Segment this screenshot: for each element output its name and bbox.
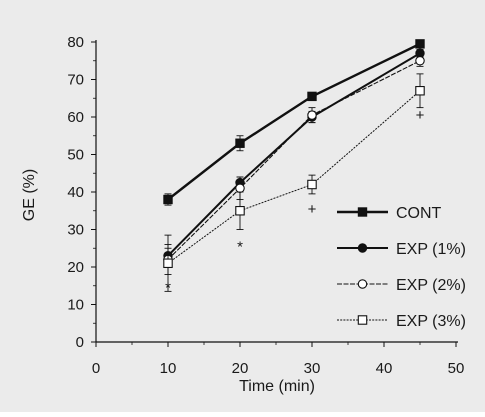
x-axis-title: Time (min) xyxy=(239,378,315,395)
data-point xyxy=(235,138,245,148)
x-tick-label: 30 xyxy=(304,360,321,377)
data-point xyxy=(163,194,173,205)
significance-mark: + xyxy=(416,107,425,124)
y-tick-label: 50 xyxy=(67,147,84,164)
data-point xyxy=(415,39,425,49)
legend-label: EXP (2%) xyxy=(396,277,466,294)
legend-label: EXP (3%) xyxy=(396,313,466,330)
data-point xyxy=(163,258,173,268)
y-axis-title: GE (%) xyxy=(21,169,38,221)
significance-mark: + xyxy=(308,201,317,218)
data-point xyxy=(307,179,317,190)
legend-item: EXP (2%) xyxy=(337,277,466,294)
legend-marker xyxy=(357,315,368,325)
series-exp-3 xyxy=(163,73,425,292)
y-tick-label: 0 xyxy=(76,334,84,351)
data-point xyxy=(235,206,245,216)
series-line xyxy=(167,60,421,260)
data-point xyxy=(307,110,317,120)
y-tick-label: 30 xyxy=(67,222,84,239)
significance-mark: * xyxy=(237,238,243,255)
data-point xyxy=(415,55,425,66)
series-line xyxy=(167,42,421,201)
legend-item: EXP (1%) xyxy=(337,241,466,258)
legend: CONT EXP (1%) EXP (2%) EXP (3%) xyxy=(337,205,466,330)
axes: 0 10 20 30 40 50 60 70 80 0 10 20 30 40 50 xyxy=(67,34,464,377)
legend-label: CONT xyxy=(396,205,442,222)
series-group xyxy=(163,39,425,292)
y-tick-label: 80 xyxy=(67,34,84,51)
x-tick-label: 0 xyxy=(92,360,100,377)
legend-marker xyxy=(357,243,368,253)
y-tick-label: 20 xyxy=(67,259,84,276)
legend-item: EXP (3%) xyxy=(337,313,466,330)
x-tick-label: 40 xyxy=(376,360,393,377)
x-tick-label: 20 xyxy=(232,360,249,377)
y-tick-label: 60 xyxy=(67,109,84,126)
y-tick-label: 40 xyxy=(67,184,84,201)
significance-mark: * xyxy=(165,280,171,297)
legend-item: CONT xyxy=(337,205,442,222)
series-line xyxy=(167,52,421,257)
annotations-group: * * + + xyxy=(165,107,425,297)
y-tick-label: 70 xyxy=(67,72,84,89)
y-tick-label: 10 xyxy=(67,297,84,314)
data-point xyxy=(307,91,317,102)
data-point xyxy=(415,86,425,96)
legend-label: EXP (1%) xyxy=(396,241,466,258)
legend-marker xyxy=(357,207,368,217)
series-line xyxy=(167,90,421,264)
legend-marker xyxy=(357,279,368,289)
series-cont xyxy=(163,39,425,206)
x-tick-label: 10 xyxy=(160,360,177,377)
x-tick-label: 50 xyxy=(448,360,465,377)
data-point xyxy=(235,183,245,194)
